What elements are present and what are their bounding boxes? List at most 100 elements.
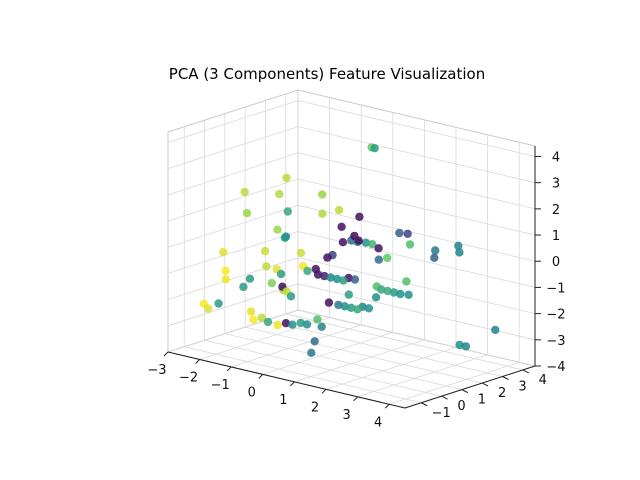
scatter-point [338, 238, 348, 247]
y-tick-mark [502, 376, 509, 380]
x-tick-label: 2 [311, 400, 319, 415]
scatter-point [320, 271, 329, 281]
scatter-point [317, 322, 326, 331]
grid-line-z-left [167, 257, 299, 300]
grid-line-z-back [297, 100, 536, 157]
z-tick-label: −3 [546, 334, 565, 349]
scatter-point [377, 285, 386, 294]
x-tick-mark [384, 403, 390, 409]
scatter-point [353, 305, 362, 314]
x-tick-mark [195, 359, 200, 364]
chart-title: PCA (3 Components) Feature Visualization [169, 65, 485, 83]
scatter-point [267, 278, 276, 288]
scatter-point [370, 144, 379, 153]
scatter-point [334, 205, 344, 215]
y-tick-mark [481, 382, 489, 387]
z-tick-label: 3 [552, 177, 560, 192]
x-tick-label: −2 [179, 370, 198, 385]
x-tick-mark [163, 351, 169, 357]
scatter-point [310, 337, 319, 346]
scatter-point [303, 266, 312, 276]
scatter-point [455, 340, 464, 350]
grid-line-x-floor [389, 361, 520, 405]
scatter-point [344, 290, 353, 299]
scatter-point [282, 173, 291, 183]
grid-line-z-back [297, 178, 536, 236]
scatter-point [318, 209, 327, 218]
scatter-point [249, 315, 258, 324]
scatter-point [204, 304, 213, 313]
scatter-point [302, 320, 312, 329]
scatter-point [346, 303, 356, 312]
scatter-point [361, 238, 371, 247]
y-axis-line [404, 365, 536, 409]
z-tick-label: −2 [546, 308, 565, 323]
grid-line-y-floor [224, 333, 462, 391]
scatter-point [371, 293, 381, 302]
grid-line-z-back [297, 204, 536, 262]
scatter-point [324, 298, 334, 307]
grid-line-x-floor [262, 332, 393, 375]
scatter-point [260, 246, 270, 256]
scatter-points [199, 143, 500, 357]
scatter-point [340, 302, 349, 311]
grid-line-y-floor [184, 346, 422, 404]
x-tick-label: −1 [211, 378, 230, 393]
scatter-point [273, 225, 282, 234]
scatter-point [307, 348, 316, 357]
y-tick-mark [522, 369, 530, 374]
scatter-point [374, 244, 383, 253]
scatter-point [404, 290, 413, 299]
scatter-point [431, 246, 440, 255]
grid-line-z-left [167, 231, 299, 274]
grid-line-z-back [297, 231, 536, 288]
grid-line-z-left [167, 100, 299, 143]
y-tick-label: 4 [539, 373, 547, 388]
y-tick-label: 2 [498, 386, 506, 401]
scatter-point [368, 240, 377, 249]
z-tick-label: 0 [552, 255, 560, 270]
scatter-point [313, 270, 323, 279]
grid-line-y-floor [245, 326, 483, 384]
y-tick-label: 3 [518, 380, 526, 395]
x-tick-mark [321, 388, 327, 394]
scatter-point [334, 300, 343, 310]
scatter-point [276, 269, 286, 279]
grid-line-y-floor [204, 339, 442, 397]
scatter-point [283, 207, 292, 216]
scatter-point [332, 274, 342, 284]
grid-line-z-left [167, 309, 299, 353]
y-tick-mark [421, 402, 428, 407]
scatter-point [323, 253, 332, 262]
grid-lines [167, 90, 536, 405]
x-tick-label: −3 [147, 363, 166, 378]
y-tick-mark [441, 395, 448, 400]
scatter-point [242, 208, 252, 218]
x-tick-mark [290, 381, 295, 387]
scatter-point [239, 282, 248, 292]
scatter-point [364, 304, 374, 313]
scatter-point [402, 277, 411, 286]
scatter-point [281, 319, 291, 328]
scatter-point [337, 222, 346, 231]
pane-left [167, 89, 299, 353]
scatter-point [219, 248, 228, 257]
scatter-point [395, 228, 404, 238]
scatter-point [246, 307, 256, 316]
z-tick-label: 4 [552, 150, 560, 165]
grid-line-x-floor [325, 346, 457, 390]
scatter-point [296, 318, 305, 328]
scatter-point [326, 273, 335, 282]
scatter-point [350, 275, 360, 284]
grid-line-z-back [297, 309, 536, 367]
grid-line-z-left [167, 126, 299, 170]
x-tick-mark [353, 396, 358, 402]
scatter-point [221, 275, 230, 284]
grid-line-z-back [297, 283, 536, 341]
scatter-point [286, 292, 296, 301]
z-tick-label: −1 [546, 281, 565, 296]
pane-back [297, 89, 536, 367]
